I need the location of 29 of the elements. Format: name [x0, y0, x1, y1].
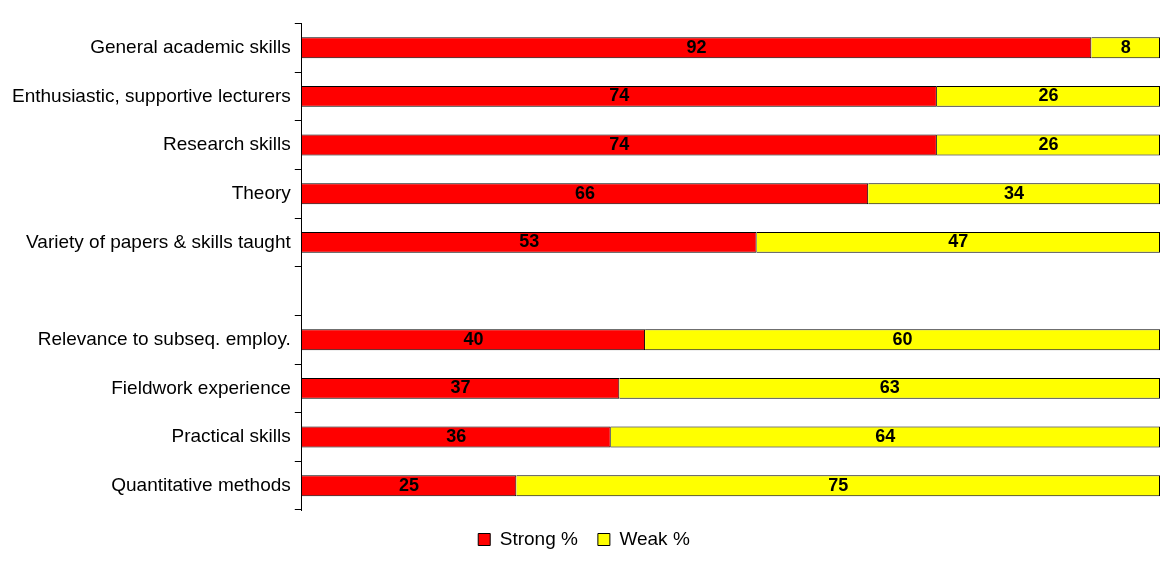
- y-tick-label: Enthusiastic, supportive lecturers: [12, 84, 291, 106]
- data-label: 66: [574, 182, 596, 203]
- data-label: 74: [609, 134, 630, 155]
- data-label: 75: [828, 474, 849, 495]
- data-label: 34: [1004, 182, 1025, 203]
- data-label: 64: [875, 425, 896, 446]
- y-tick-label: Theory: [231, 181, 292, 203]
- legend-label: Strong %: [499, 527, 578, 549]
- y-tick-label: Quantitative methods: [111, 473, 291, 495]
- data-label: 60: [892, 328, 913, 349]
- y-tick-label: Fieldwork experience: [111, 376, 291, 398]
- data-label: 40: [463, 328, 484, 349]
- y-tick-label: Variety of papers & skills taught: [26, 230, 292, 252]
- data-label: 26: [1038, 85, 1059, 106]
- data-label: 37: [450, 377, 471, 398]
- data-label: 25: [399, 474, 420, 495]
- y-tick-label: General academic skills: [90, 35, 291, 57]
- data-label: 74: [609, 85, 630, 106]
- data-label: 92: [686, 36, 707, 57]
- data-label: 26: [1038, 134, 1059, 155]
- data-label: 47: [948, 231, 969, 252]
- y-tick-label: Research skills: [163, 133, 291, 155]
- data-label: 36: [446, 425, 467, 446]
- data-label: 53: [519, 231, 540, 252]
- y-tick-label: Practical skills: [171, 425, 291, 447]
- legend-label: Weak %: [619, 527, 690, 549]
- data-label: 8: [1120, 36, 1131, 57]
- data-label: 63: [879, 377, 900, 398]
- y-tick-label: Relevance to subseq. employ.: [37, 327, 291, 349]
